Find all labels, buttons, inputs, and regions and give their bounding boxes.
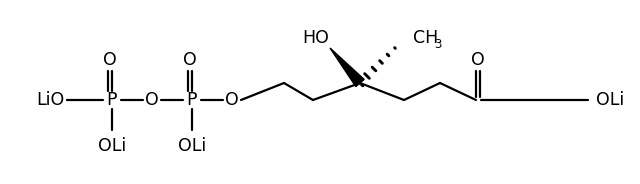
Text: LiO: LiO xyxy=(36,91,64,109)
Text: OLi: OLi xyxy=(178,137,206,155)
Text: P: P xyxy=(187,91,197,109)
Text: P: P xyxy=(107,91,117,109)
Polygon shape xyxy=(330,48,364,87)
Text: O: O xyxy=(103,51,117,69)
Text: OLi: OLi xyxy=(98,137,126,155)
Text: OLi: OLi xyxy=(596,91,624,109)
Text: O: O xyxy=(183,51,197,69)
Text: CH: CH xyxy=(413,29,438,47)
Text: O: O xyxy=(225,91,239,109)
Text: O: O xyxy=(145,91,159,109)
Text: O: O xyxy=(471,51,485,69)
Text: HO: HO xyxy=(303,29,330,47)
Text: 3: 3 xyxy=(434,38,442,50)
